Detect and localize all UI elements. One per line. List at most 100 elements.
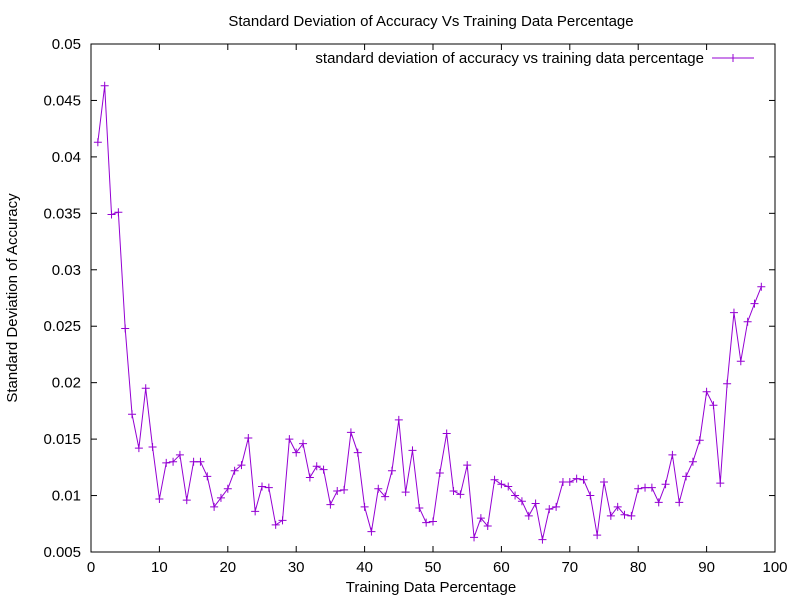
y-tick-label: 0.045	[43, 92, 81, 109]
y-tick-label: 0.015	[43, 431, 81, 448]
data-point	[312, 462, 321, 471]
data-point	[668, 450, 677, 459]
data-point	[429, 517, 437, 526]
data-point	[216, 493, 225, 502]
data-point	[162, 458, 171, 467]
x-tick-label: 60	[493, 559, 510, 576]
x-tick-label: 20	[219, 559, 236, 576]
data-point	[100, 81, 109, 90]
data-point	[264, 483, 273, 492]
x-tick-label: 80	[630, 559, 647, 576]
y-tick-label: 0.035	[43, 205, 81, 222]
data-point	[169, 457, 178, 466]
data-point	[196, 457, 205, 466]
data-point	[634, 484, 643, 493]
x-tick-label: 70	[561, 559, 578, 576]
data-point	[292, 448, 301, 457]
data-point	[182, 496, 191, 505]
data-point	[483, 522, 492, 531]
x-tick-label: 100	[762, 559, 787, 576]
data-point	[586, 491, 595, 500]
data-point	[682, 472, 691, 481]
x-tick-label: 0	[87, 559, 95, 576]
y-tick-label: 0.01	[52, 488, 81, 505]
y-tick-label: 0.04	[52, 149, 81, 166]
data-point	[422, 518, 431, 527]
data-point	[155, 494, 164, 503]
data-point	[613, 502, 622, 511]
data-point	[743, 317, 752, 326]
data-point	[736, 357, 745, 366]
data-point	[545, 505, 554, 514]
data-point	[244, 433, 253, 442]
chart-title: Standard Deviation of Accuracy Vs Traini…	[228, 13, 633, 30]
data-point	[374, 484, 383, 493]
data-point	[702, 387, 711, 396]
data-point	[333, 487, 342, 496]
data-point	[442, 429, 451, 438]
data-point	[210, 502, 219, 511]
data-point	[134, 444, 143, 453]
data-point	[251, 507, 260, 516]
legend-label: standard deviation of accuracy vs traini…	[315, 50, 704, 67]
data-point	[230, 466, 239, 475]
data-point	[93, 138, 102, 147]
data-point	[148, 443, 157, 452]
data-point	[381, 492, 390, 501]
data-point	[504, 482, 513, 491]
data-point	[538, 535, 547, 544]
data-point	[757, 282, 766, 291]
data-point	[524, 511, 533, 520]
y-tick-label: 0.03	[52, 262, 81, 279]
x-tick-label: 30	[288, 559, 305, 576]
data-point	[688, 457, 697, 466]
data-point	[121, 324, 130, 333]
y-tick-label: 0.005	[43, 544, 81, 561]
data-point	[647, 483, 656, 492]
data-point	[627, 511, 636, 520]
data-point	[675, 498, 684, 507]
x-axis-label: Training Data Percentage	[346, 579, 516, 596]
y-tick-label: 0.05	[52, 36, 81, 53]
data-point	[531, 499, 540, 508]
data-point	[716, 479, 725, 488]
data-point	[189, 457, 198, 466]
data-point	[729, 308, 738, 317]
data-point	[326, 500, 335, 509]
data-point	[346, 428, 355, 437]
data-point	[271, 520, 280, 529]
data-point	[497, 480, 506, 489]
x-tick-label: 40	[356, 559, 373, 576]
y-axis-label: Standard Deviation of Accuracy	[4, 193, 21, 403]
data-point	[203, 472, 212, 481]
data-point	[401, 488, 410, 497]
legend: standard deviation of accuracy vs traini…	[315, 50, 754, 67]
x-axis: 0 10 20 30 40 50 60 70 80 90 100	[87, 44, 788, 576]
data-point	[456, 490, 465, 499]
data-point	[606, 511, 615, 520]
data-point	[299, 439, 308, 448]
data-point	[353, 448, 362, 457]
data-point	[463, 461, 472, 470]
data-point	[709, 401, 718, 410]
data-point	[285, 435, 294, 444]
data-point	[695, 436, 704, 445]
data-point	[572, 474, 581, 483]
data-point	[600, 478, 608, 487]
legend-marker	[729, 54, 737, 62]
data-point	[114, 208, 123, 217]
data-point	[723, 379, 732, 388]
data-point	[175, 450, 184, 459]
data-point	[107, 210, 116, 219]
series-layer	[93, 81, 766, 544]
x-tick-label: 90	[698, 559, 715, 576]
data-point	[340, 485, 349, 494]
data-point	[558, 478, 567, 487]
data-point	[511, 491, 520, 500]
data-point	[517, 497, 526, 506]
data-point	[258, 482, 266, 491]
data-point	[223, 484, 232, 493]
data-point	[237, 461, 246, 470]
